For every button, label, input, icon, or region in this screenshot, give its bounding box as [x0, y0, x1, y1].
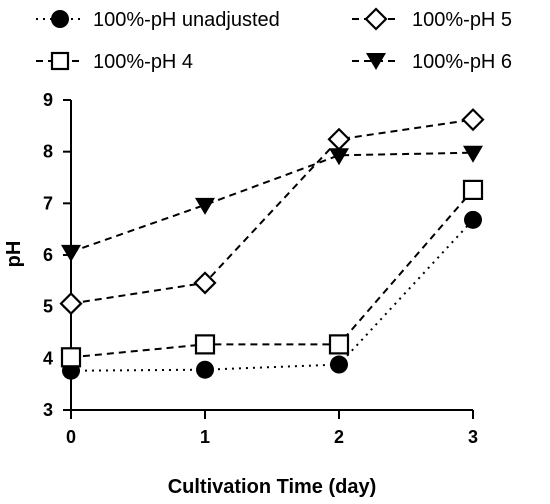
y-tick-label: 9 — [43, 90, 53, 110]
series-ph5 — [59, 108, 485, 316]
series-ph4 — [60, 179, 484, 368]
data-point-ph5 — [461, 108, 485, 132]
x-tick-label: 3 — [468, 427, 478, 447]
legend-marker-ph6 — [366, 53, 386, 70]
series-unadjusted — [62, 210, 482, 380]
data-point-unadjusted — [196, 360, 214, 379]
legend-marker-ph5 — [364, 7, 388, 31]
y-tick-label: 3 — [43, 400, 53, 420]
x-ticks: 0 1 2 3 — [66, 410, 478, 447]
data-point-ph6 — [463, 145, 483, 163]
series-line-ph5 — [70, 118, 474, 305]
data-point-ph6 — [61, 244, 81, 262]
legend-item-ph5: 100%-pH 5 — [352, 7, 512, 31]
data-point-ph5 — [327, 127, 351, 151]
legend-label-ph5: 100%-pH 5 — [412, 9, 512, 31]
data-point-unadjusted — [464, 210, 482, 229]
y-tick-label: 4 — [43, 348, 53, 368]
x-tick-label: 0 — [66, 427, 76, 447]
y-tick-label: 8 — [43, 142, 53, 162]
legend-label-ph4: 100%-pH 4 — [93, 51, 193, 73]
x-axis-title: Cultivation Time (day) — [168, 476, 377, 498]
legend-item-unadjusted: 100%-pH unadjusted — [36, 9, 280, 31]
data-point-ph4 — [328, 334, 350, 355]
legend: 100%-pH unadjusted 100%-pH 4 100%-pH 5 1… — [36, 7, 512, 73]
data-point-ph6 — [329, 148, 349, 166]
legend-item-ph4: 100%-pH 4 — [36, 51, 193, 73]
series-layer — [59, 108, 485, 380]
data-point-ph4 — [194, 334, 216, 355]
y-tick-label: 5 — [43, 297, 53, 317]
series-line-ph6 — [70, 151, 474, 253]
axes — [63, 100, 473, 419]
data-point-ph4 — [60, 347, 82, 368]
series-line-ph4 — [70, 189, 474, 359]
data-point-ph6 — [195, 197, 215, 215]
y-axis-title: pH — [3, 241, 25, 268]
legend-marker-ph4 — [50, 51, 70, 71]
data-point-ph5 — [59, 292, 83, 316]
legend-label-ph6: 100%-pH 6 — [412, 51, 512, 73]
series-ph6 — [61, 145, 483, 262]
data-point-ph5 — [193, 271, 217, 295]
legend-marker-unadjusted — [51, 10, 69, 28]
legend-label-unadjusted: 100%-pH unadjusted — [93, 9, 280, 31]
legend-item-ph6: 100%-pH 6 — [352, 51, 512, 73]
data-point-unadjusted — [330, 355, 348, 374]
y-tick-label: 6 — [43, 245, 53, 265]
x-tick-label: 2 — [334, 427, 344, 447]
y-tick-label: 7 — [43, 193, 53, 213]
series-line-unadjusted — [70, 219, 474, 372]
x-tick-label: 1 — [200, 427, 210, 447]
data-point-ph4 — [462, 179, 484, 200]
